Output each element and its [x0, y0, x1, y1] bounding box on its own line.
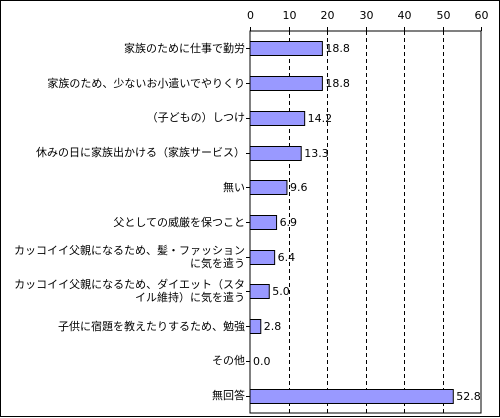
x-tick-label: 50 — [436, 9, 451, 22]
x-tick-label: 20 — [320, 9, 335, 22]
bar — [249, 389, 454, 404]
x-tick-label: 40 — [397, 9, 412, 22]
bar — [249, 146, 302, 161]
category-label: 休みの日に家族出かける（家族サービス） — [36, 146, 245, 160]
value-label: 0.0 — [253, 354, 271, 368]
x-tick-label: 0 — [247, 9, 254, 22]
bar — [249, 284, 270, 299]
category-label: カッコイイ父親になるため、髪・ファッションに気を遣う — [14, 243, 245, 270]
value-label: 18.8 — [325, 77, 350, 91]
bar — [249, 215, 278, 230]
category-label: カッコイイ父親になるため、ダイエット（スタイル維持）に気を遣う — [14, 278, 245, 305]
x-tick-label: 10 — [282, 9, 297, 22]
value-label: 6.4 — [277, 250, 296, 264]
value-label: 18.8 — [325, 42, 350, 56]
category-label: その他 — [212, 354, 245, 368]
value-label: 6.9 — [279, 216, 298, 229]
value-label: 2.8 — [263, 320, 282, 334]
bar — [249, 319, 262, 334]
value-label: 14.2 — [307, 111, 333, 125]
bar — [249, 41, 323, 56]
value-label: 13.3 — [304, 146, 329, 160]
value-label: 52.8 — [456, 389, 481, 403]
category-label: 無い — [223, 180, 245, 194]
value-label: 9.6 — [289, 181, 308, 195]
category-label: 家族のため、少ないお小遣いでやりくり — [47, 76, 245, 90]
bar — [249, 111, 306, 126]
value-label: 5.0 — [272, 285, 290, 299]
bar — [249, 250, 276, 265]
category-label: 子供に宿題を教えたりするため、勉強 — [58, 319, 245, 333]
category-label: （子どもの）しつけ — [146, 111, 245, 125]
category-label: 家族のために仕事で勤労 — [124, 41, 245, 55]
category-label: 父としての威厳を保つこと — [113, 215, 245, 229]
bar — [249, 76, 323, 91]
x-tick-label: 60 — [474, 9, 489, 22]
bar — [249, 180, 288, 195]
x-tick-label: 30 — [359, 9, 374, 22]
category-label: 無回答 — [212, 389, 245, 403]
plot-area — [249, 30, 482, 414]
